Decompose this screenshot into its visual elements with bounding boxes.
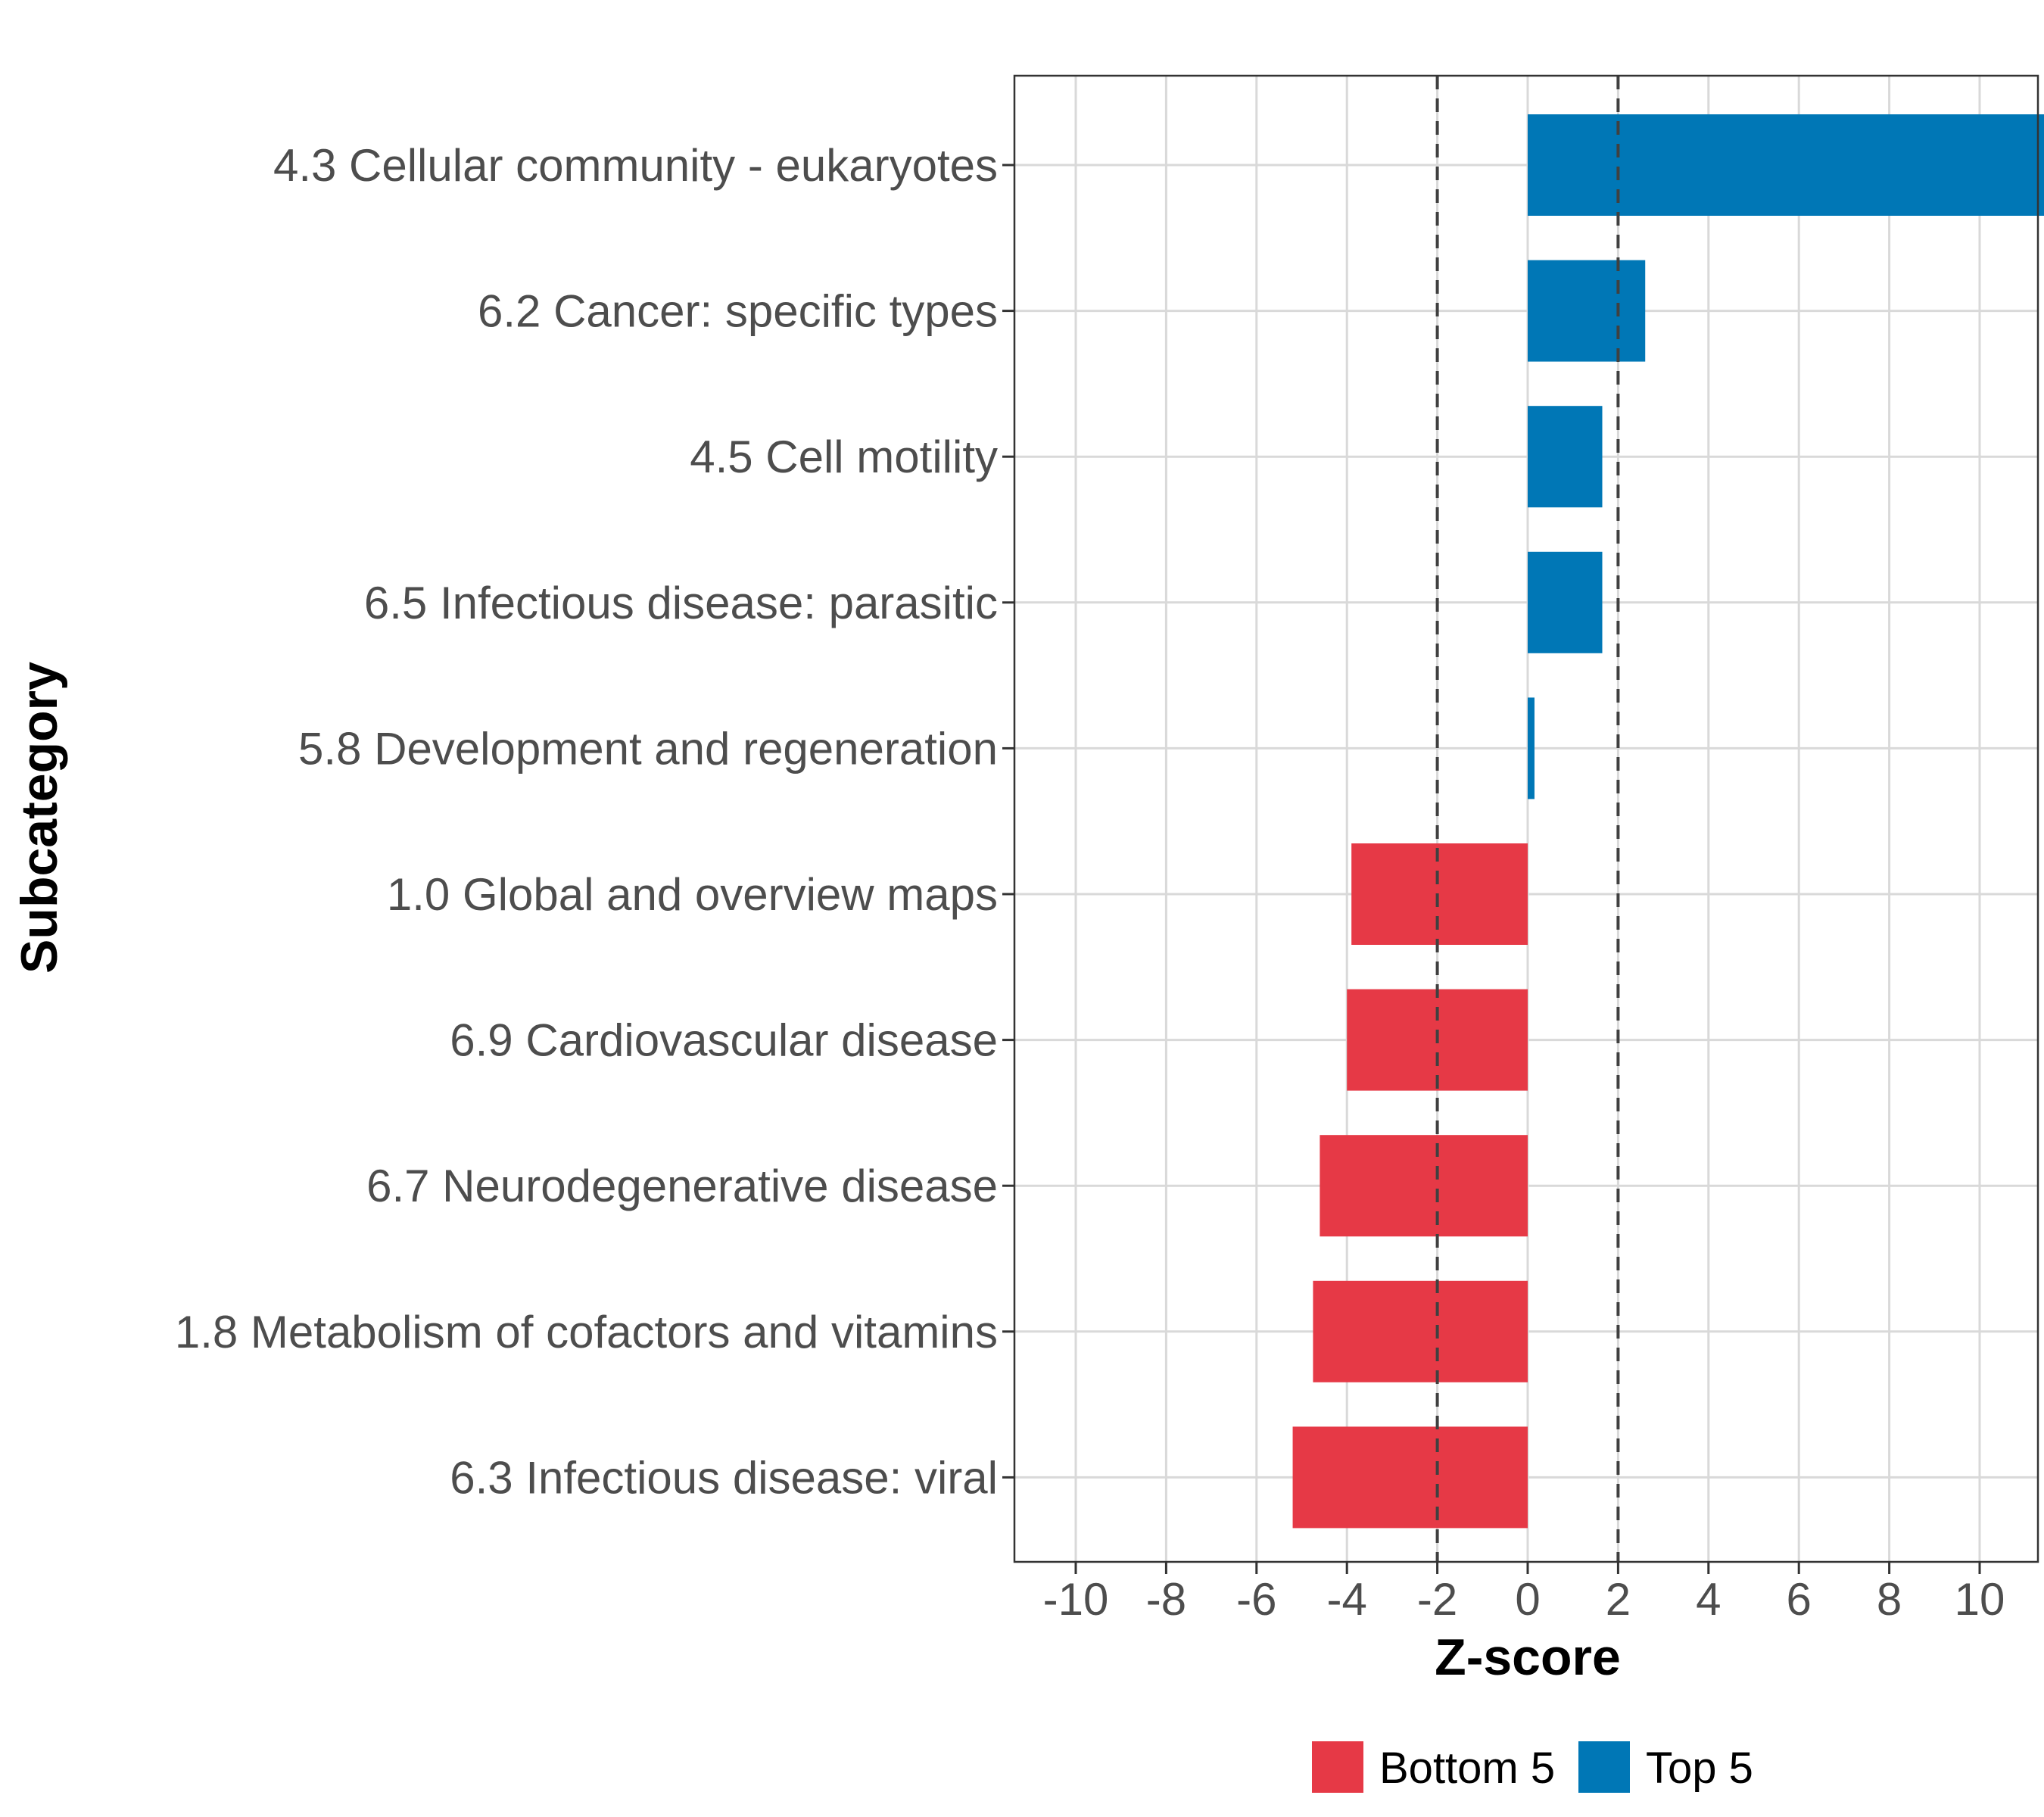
legend-swatch: [1312, 1741, 1363, 1793]
x-tick-label: 8: [1877, 1574, 1902, 1625]
category-label: 6.7 Neurodegenerative disease: [366, 1161, 998, 1211]
category-label: 6.9 Cardiovascular disease: [450, 1015, 998, 1066]
reference-lines: [1435, 76, 1620, 1562]
legend-label: Bottom 5: [1379, 1744, 1555, 1793]
category-label: 4.5 Cell motility: [690, 432, 998, 482]
x-tick-label: -4: [1327, 1574, 1367, 1625]
x-axis-title: Z-score: [1435, 1628, 1621, 1686]
x-tick-label: -2: [1417, 1574, 1457, 1625]
legend-label: Top 5: [1646, 1744, 1753, 1793]
x-tick-label: 2: [1606, 1574, 1631, 1625]
x-tick-label: 6: [1787, 1574, 1812, 1625]
category-label: 4.3 Cellular community - eukaryotes: [273, 140, 998, 191]
bars: [1292, 114, 2044, 1529]
category-label: 6.3 Infectious disease: viral: [450, 1452, 998, 1503]
x-tick-label: -10: [1043, 1574, 1109, 1625]
bar: [1351, 843, 1528, 945]
x-tick-label: 4: [1696, 1574, 1721, 1625]
bar: [1528, 114, 2044, 216]
bar: [1320, 1135, 1528, 1237]
category-label: 5.8 Development and regeneration: [298, 723, 998, 774]
bar: [1313, 1280, 1528, 1382]
bar: [1528, 551, 1603, 653]
bar: [1528, 697, 1535, 799]
category-label: 1.8 Metabolism of cofactors and vitamins: [175, 1307, 998, 1357]
legend: Bottom 5 Top 5: [1312, 1741, 1753, 1793]
x-tick-label: 10: [1955, 1574, 2005, 1625]
y-axis-title: Subcategory: [11, 662, 68, 974]
bar: [1528, 406, 1603, 508]
y-axis-ticks: 4.3 Cellular community - eukaryotes 6.2 C…: [175, 140, 1014, 1503]
x-tick-label: 0: [1515, 1574, 1540, 1625]
x-axis-ticks: -10 -8 -6 -4 -2 0 2 4 6 8 10: [1043, 1562, 2005, 1625]
bar: [1528, 260, 1646, 362]
x-tick-label: -8: [1146, 1574, 1186, 1625]
category-label: 6.5 Infectious disease: parasitic: [364, 578, 998, 628]
category-label: 1.0 Global and overview maps: [387, 869, 998, 920]
bar: [1292, 1426, 1528, 1529]
plot-panel-border: [1013, 74, 2039, 1563]
legend-swatch: [1578, 1741, 1630, 1793]
x-tick-label: -6: [1236, 1574, 1276, 1625]
category-label: 6.2 Cancer: specific types: [478, 286, 998, 337]
